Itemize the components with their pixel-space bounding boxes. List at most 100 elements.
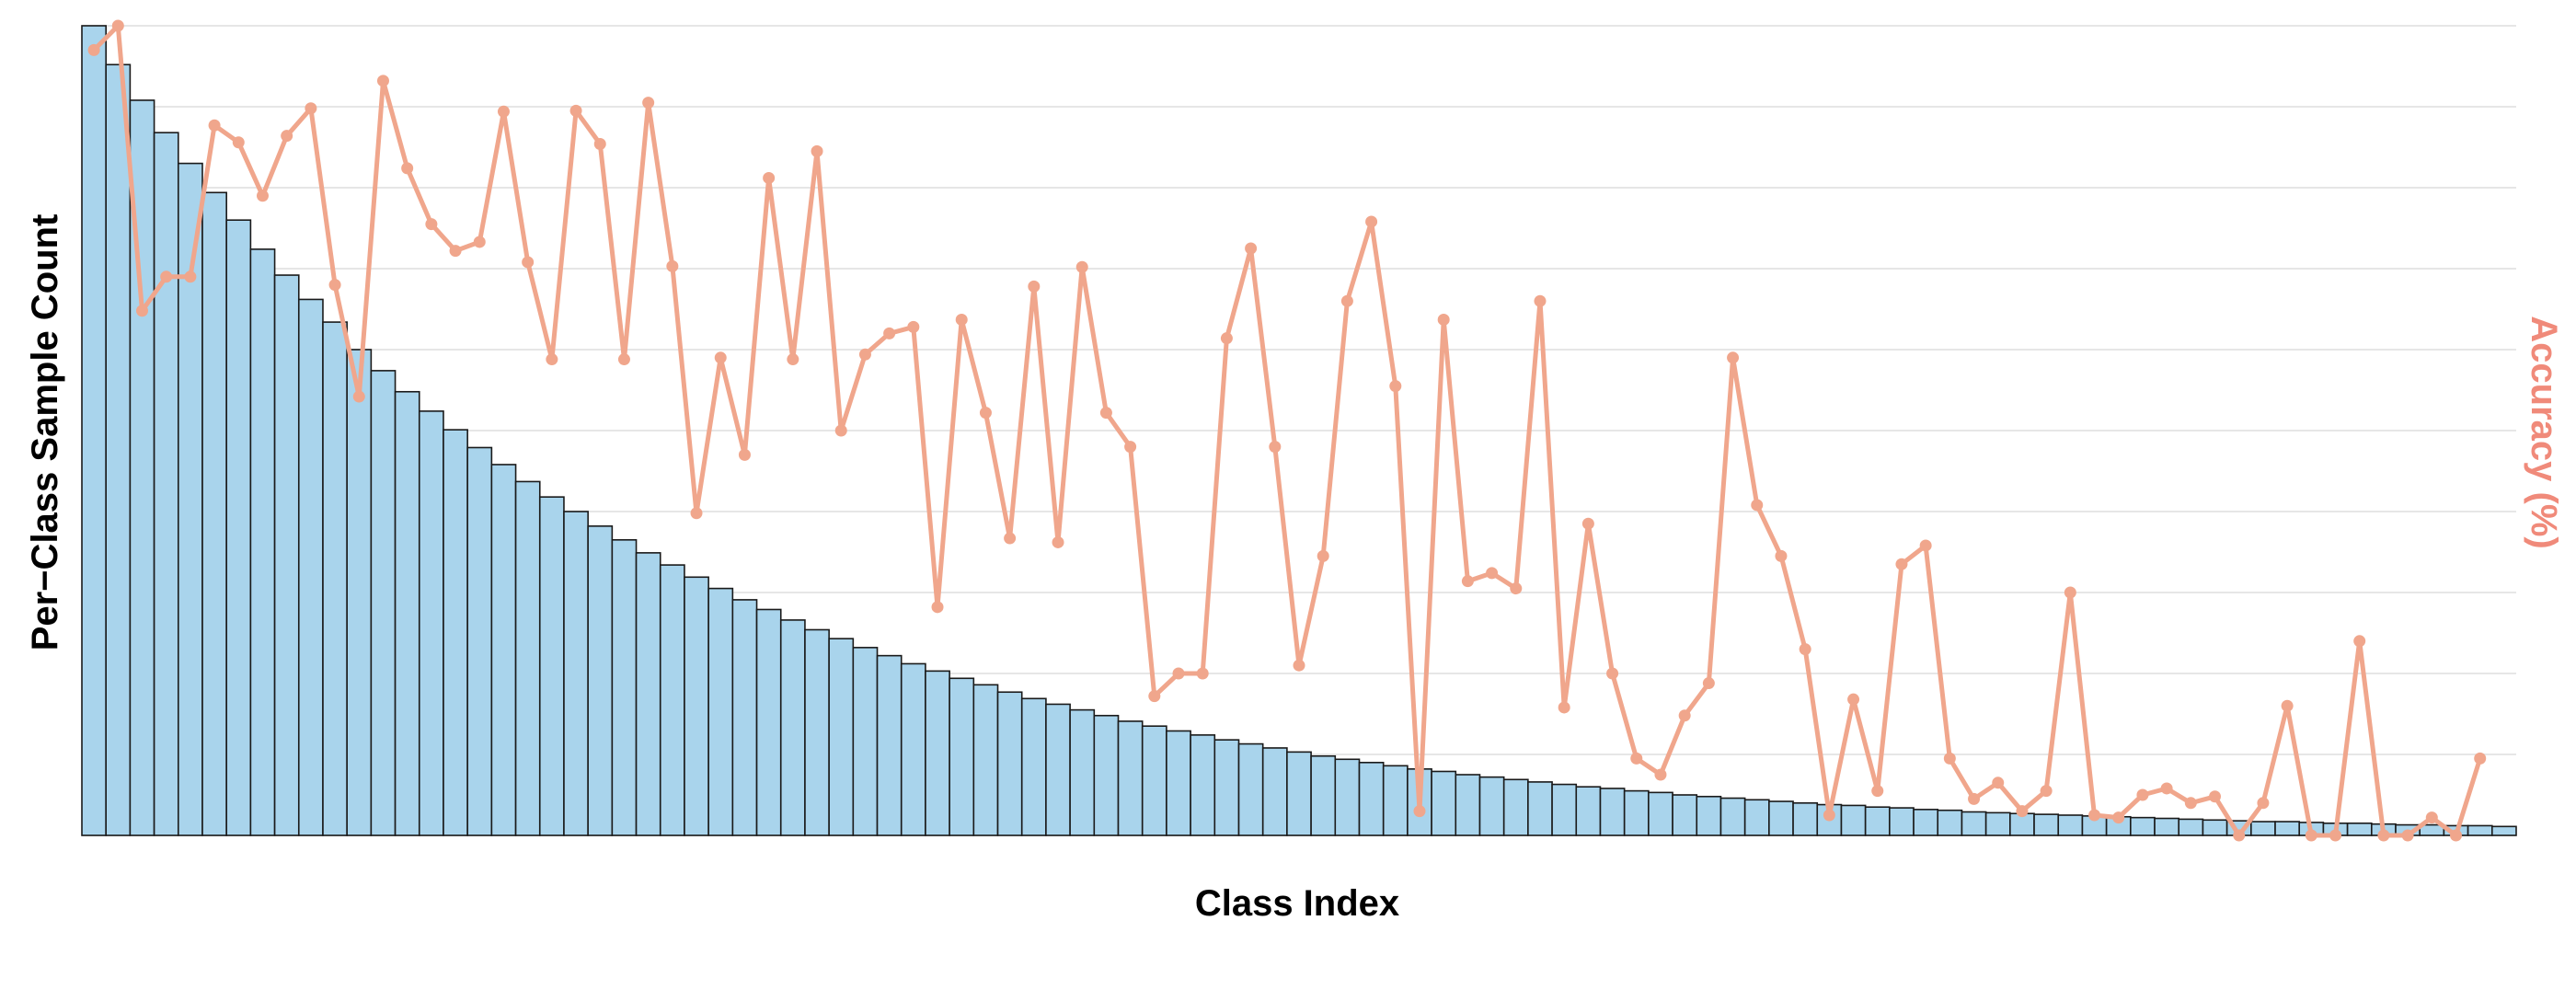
bar xyxy=(1961,811,1987,836)
accuracy-line-series xyxy=(87,19,2487,842)
accuracy-point xyxy=(738,448,751,461)
bar xyxy=(828,638,855,836)
bar xyxy=(1913,809,1939,836)
bar xyxy=(1166,730,1191,836)
accuracy-point xyxy=(135,305,148,317)
bar xyxy=(2154,817,2180,836)
accuracy-point xyxy=(2184,797,2197,810)
accuracy-point xyxy=(208,119,221,132)
accuracy-point xyxy=(1751,499,1764,512)
accuracy-point xyxy=(1389,380,1402,393)
accuracy-point xyxy=(1943,752,1956,765)
bar xyxy=(297,298,324,836)
bar xyxy=(1382,765,1409,836)
accuracy-point xyxy=(473,236,486,248)
accuracy-point xyxy=(666,259,679,272)
accuracy-point xyxy=(256,190,269,202)
bar xyxy=(1286,751,1312,836)
accuracy-point xyxy=(690,507,703,520)
accuracy-point xyxy=(2353,635,2366,648)
accuracy-point xyxy=(1702,677,1715,690)
bar xyxy=(225,219,252,836)
accuracy-point xyxy=(2377,829,2390,842)
accuracy-point xyxy=(1245,242,1258,255)
bar xyxy=(1551,783,1578,836)
bar xyxy=(1020,697,1047,836)
bar xyxy=(443,429,468,836)
accuracy-point xyxy=(184,270,197,283)
bar xyxy=(346,349,373,836)
bar xyxy=(2491,825,2517,836)
accuracy-point xyxy=(2425,811,2438,824)
bar xyxy=(1623,789,1650,836)
accuracy-line xyxy=(92,23,2483,838)
accuracy-point xyxy=(1052,535,1064,548)
bar xyxy=(1889,807,1915,836)
bar xyxy=(659,564,685,836)
bar xyxy=(1237,742,1264,836)
accuracy-point xyxy=(1558,701,1570,714)
accuracy-point xyxy=(1196,667,1209,680)
accuracy-point xyxy=(787,353,799,366)
bar xyxy=(2178,818,2204,836)
bar xyxy=(2274,821,2301,836)
accuracy-point xyxy=(2401,829,2414,842)
accuracy-point xyxy=(352,390,365,403)
accuracy-point xyxy=(1606,667,1619,680)
accuracy-point xyxy=(305,102,317,115)
bar xyxy=(949,677,975,836)
accuracy-point xyxy=(1678,709,1691,722)
bar xyxy=(779,619,806,836)
accuracy-point xyxy=(328,279,341,292)
accuracy-point xyxy=(1124,441,1137,454)
bar xyxy=(1527,781,1553,836)
accuracy-point xyxy=(2040,785,2053,798)
bar xyxy=(201,191,227,836)
bar xyxy=(587,525,614,836)
bar xyxy=(707,587,734,836)
bar xyxy=(1141,725,1167,836)
accuracy-point xyxy=(449,245,462,258)
accuracy-point xyxy=(955,313,968,326)
bar xyxy=(684,576,709,836)
bar xyxy=(514,480,541,836)
bar xyxy=(105,63,132,836)
accuracy-point xyxy=(763,171,776,184)
accuracy-point xyxy=(1172,667,1185,680)
accuracy-point xyxy=(2209,790,2222,803)
accuracy-point xyxy=(2233,829,2246,842)
bar xyxy=(394,390,420,836)
accuracy-point xyxy=(811,144,823,157)
accuracy-point xyxy=(1630,752,1643,765)
accuracy-point xyxy=(401,162,414,175)
accuracy-point xyxy=(1437,313,1450,326)
bar xyxy=(1840,804,1867,836)
bar xyxy=(538,496,565,836)
bar xyxy=(2057,814,2084,836)
accuracy-point xyxy=(1075,260,1088,273)
accuracy-point xyxy=(376,75,389,87)
accuracy-point xyxy=(1510,582,1523,595)
accuracy-point xyxy=(2281,699,2294,712)
x-axis-label: Class Index xyxy=(1195,883,1399,924)
bar xyxy=(1599,788,1626,836)
bar xyxy=(2250,821,2276,836)
bar xyxy=(81,25,107,836)
bar xyxy=(2202,819,2228,836)
bar xyxy=(1213,739,1240,836)
accuracy-point xyxy=(979,407,992,420)
accuracy-point xyxy=(2474,752,2487,765)
accuracy-point xyxy=(1148,690,1161,703)
bar xyxy=(153,132,179,836)
accuracy-point xyxy=(1775,549,1788,562)
bar xyxy=(1455,774,1481,836)
bar xyxy=(1696,795,1722,836)
accuracy-point xyxy=(2257,797,2270,810)
accuracy-point xyxy=(1871,785,1884,798)
bar xyxy=(996,691,1023,836)
bar xyxy=(972,684,999,836)
accuracy-point xyxy=(2064,586,2076,599)
accuracy-point xyxy=(1534,294,1547,307)
bar xyxy=(1117,720,1144,836)
bar xyxy=(635,552,661,836)
